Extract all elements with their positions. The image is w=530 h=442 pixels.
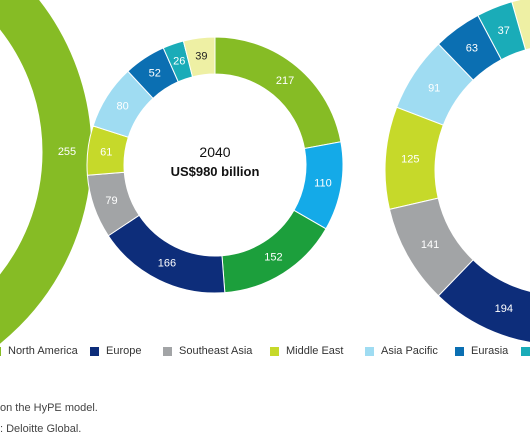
footnote-source-credit: : Deloitte Global.	[0, 423, 82, 435]
segment-value-label: 52	[149, 68, 161, 80]
segment-value-label: 80	[116, 100, 128, 112]
segment-middle-east	[384, 106, 444, 210]
legend-label: Middle East	[286, 345, 344, 357]
segment-value-label: 63	[466, 43, 478, 55]
legend-swatch	[521, 346, 530, 356]
segment-value-label: 194	[495, 303, 513, 315]
segment-africa	[511, 0, 530, 51]
segment-southeast-asia	[388, 197, 474, 297]
legend-label: Europe	[106, 345, 142, 357]
footnote-source-model: on the HyPE model.	[0, 402, 98, 414]
legend-swatch	[163, 346, 172, 356]
segment-value-label: 152	[264, 252, 282, 264]
legend-swatch	[270, 346, 279, 356]
segment-europe	[437, 259, 530, 343]
legend-label: Southeast Asia	[179, 345, 253, 357]
segment-asia-pacific	[395, 43, 474, 126]
donut-chart-3: 43763911251411942US$1,4	[384, 0, 530, 343]
segment-value-label: 39	[195, 50, 207, 62]
legend-item-north-america: North America	[0, 343, 78, 359]
legend-swatch	[455, 346, 464, 356]
legend-item-middle-east: Middle East	[270, 343, 343, 359]
legend-item-eurasia: Eurasia	[455, 343, 508, 359]
segment-value-label: 255	[58, 146, 76, 158]
donut-chart-1: 255	[0, 0, 93, 345]
legend-swatch	[365, 346, 374, 356]
segment-north-america	[0, 0, 93, 345]
segment-value-label: 91	[428, 82, 440, 94]
segment-latin-america	[477, 1, 527, 61]
legend-swatch	[0, 346, 1, 356]
donut-chart-2: 217 110 152 166 79 61 80 52 26 39 2040 US$980 billi…	[86, 36, 344, 294]
legend-item-europe: Europe	[90, 343, 141, 359]
segment-value-label: 26	[173, 56, 185, 68]
segment-eurasia	[437, 14, 502, 81]
segment-north-america	[214, 36, 342, 150]
segment-value-label: 125	[401, 154, 419, 166]
legend-item-southeast-asia: Southeast Asia	[163, 343, 252, 359]
legend-item-asia-pacific: Asia Pacific	[365, 343, 438, 359]
segment-value-label: 79	[105, 195, 117, 207]
legend-label: North America	[8, 345, 78, 357]
segment-europe	[107, 214, 226, 294]
legend-item-latin-america	[521, 343, 530, 359]
center-total-label: US$980 billion	[171, 164, 260, 179]
segment-value-label: 110	[314, 177, 332, 189]
legend-swatch	[90, 346, 99, 356]
segment-value-label: 141	[421, 239, 439, 251]
segment-value-label: 61	[100, 146, 112, 158]
legend-label: Asia Pacific	[381, 345, 438, 357]
segment-value-label: 217	[276, 75, 294, 87]
legend: North America Europe Southeast Asia Middle …	[0, 343, 530, 359]
segment-africa	[182, 36, 216, 78]
legend-label: Eurasia	[471, 345, 509, 357]
segment-value-label: 166	[158, 257, 176, 269]
center-year-label: 2040	[199, 144, 230, 160]
segment-value-label: 37	[498, 25, 510, 37]
